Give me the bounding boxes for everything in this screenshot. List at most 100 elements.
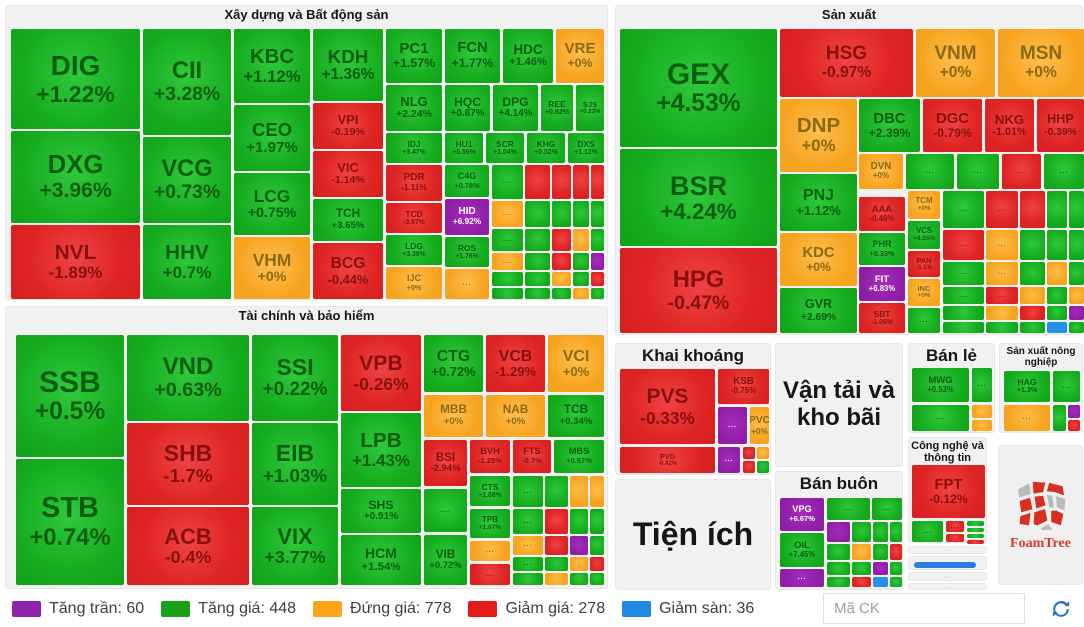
tile-NAB[interactable]: NAB +0% [486,395,545,437]
tile-small[interactable] [569,573,588,585]
tile-PNJ[interactable]: PNJ +1.12% [780,174,857,231]
tile-TCM[interactable]: TCM +0% [908,191,940,219]
tile-small[interactable] [573,200,590,228]
tile-small[interactable] [873,543,889,560]
tile-small[interactable] [591,200,604,228]
sector-retail[interactable]: Bán lẻ MWG +0.53%...... [908,343,995,433]
tile-DXS[interactable]: DXS +1.12% [568,133,604,163]
tile-small[interactable] [551,253,572,271]
tile-small[interactable] [873,522,889,542]
tile-small[interactable] [1047,191,1067,229]
sector-wholesale[interactable]: Bán buôn VPG +6.67% OIL +7.45%......... [775,471,903,590]
tile-BSI[interactable]: BSI -2.94% [424,440,467,486]
tile-small[interactable] [544,535,568,555]
tile-small[interactable] [591,287,604,299]
sector-foamtree-logo[interactable]: FoamTree [998,445,1083,585]
tile-small[interactable] [743,447,755,459]
tile-NVL[interactable]: NVL -1.89% [11,225,140,299]
tile-small[interactable]: ... [912,521,943,542]
tile-small[interactable] [1020,230,1046,260]
tile-VIC[interactable]: VIC -1.14% [313,151,383,197]
tile-SSI[interactable]: SSI +0.22% [252,335,338,421]
tile-small[interactable] [890,522,902,542]
tile-small[interactable]: ... [906,154,954,189]
tile-LDG[interactable]: LDG +3.39% [386,235,442,265]
tile-VPI[interactable]: VPI -0.19% [313,103,383,149]
tile-GVR[interactable]: GVR +2.69% [780,288,857,333]
sector-finance-insurance[interactable]: Tài chính và bảo hiểm SSB +0.5% STB +0.74% VN… [5,306,608,589]
tile-OIL[interactable]: OIL +7.45% [780,533,824,567]
tile-small[interactable] [544,476,568,508]
tile-small[interactable]: ... [718,407,747,444]
tile-KHG[interactable]: KHG +0.52% [527,133,565,163]
tile-CII[interactable]: CII +3.28% [143,29,231,135]
tile-small[interactable] [551,165,572,199]
tile-VCB[interactable]: VCB -1.29% [486,335,545,392]
tile-MWG[interactable]: MWG +0.53% [912,368,969,402]
sector-strip-4[interactable]: ... [908,583,987,590]
tile-small[interactable] [986,306,1019,321]
tile-small[interactable]: ... [827,498,870,520]
sector-mining[interactable]: Khai khoáng PVS -0.33% KSB -0.75%... PVC +0% PV… [615,343,771,475]
tile-small[interactable] [1068,420,1080,431]
tile-BSR[interactable]: BSR +4.24% [620,149,777,246]
tile-small[interactable]: ... [513,509,543,534]
tile-small[interactable] [492,287,523,299]
tile-VCG[interactable]: VCG +0.73% [143,137,231,223]
tile-DIG[interactable]: DIG +1.22% [11,29,140,129]
tile-GEX[interactable]: GEX +4.53% [620,29,777,147]
tile-small[interactable] [1068,306,1084,321]
tile-small[interactable] [573,229,590,251]
tile-small[interactable] [591,253,604,271]
tile-small[interactable] [1068,191,1084,229]
tile-small[interactable] [591,165,604,199]
tile-EIB[interactable]: EIB +1.03% [252,423,338,505]
tile-STB[interactable]: STB +0.74% [16,459,124,585]
tile-small[interactable] [972,420,992,431]
tile-small[interactable] [873,576,889,587]
tile-ACB[interactable]: ACB -0.4% [127,507,249,585]
tile-small[interactable] [827,543,851,560]
tile-small[interactable]: ... [872,498,902,520]
tile-small[interactable] [890,543,902,560]
tile-DNP[interactable]: DNP +0% [780,99,857,172]
tile-SHS[interactable]: SHS +0.91% [341,489,421,533]
tile-small[interactable] [524,253,550,271]
tile-NKG[interactable]: NKG -1.01% [985,99,1034,152]
tile-small[interactable]: ... [492,165,523,199]
tile-VND[interactable]: VND +0.63% [127,335,249,421]
tile-small[interactable]: ... [986,191,1019,229]
tile-small[interactable]: ... [943,286,985,305]
tile-small[interactable] [591,272,604,286]
tile-small[interactable] [852,522,872,542]
sector-transport-warehousing[interactable]: Vận tải và kho bãi [775,343,903,467]
tile-SBT[interactable]: SBT -1.06% [859,303,905,333]
tile-small[interactable] [544,556,568,572]
sector-manufacturing[interactable]: Sản xuất GEX +4.53% BSR +4.24% HPG -0.47% HSG -0… [615,5,1084,335]
tile-small[interactable] [589,476,604,508]
tile-small[interactable] [589,535,604,555]
tile-CTS[interactable]: CTS +1.08% [470,476,510,506]
tile-SHB[interactable]: SHB -1.7% [127,423,249,505]
tile-small[interactable] [573,253,590,271]
tile-small[interactable]: ... [986,261,1019,285]
tile-KDH[interactable]: KDH +1.36% [313,29,383,101]
tile-small[interactable] [1047,286,1067,305]
sector-strip-3[interactable]: ... [908,572,987,581]
tile-small[interactable]: ... [986,230,1019,260]
tile-small[interactable] [573,165,590,199]
tile-small[interactable]: ... [492,253,523,271]
tile-TCB[interactable]: TCB +0.34% [548,395,604,437]
tile-HU1[interactable]: HU1 +0.56% [445,133,483,163]
tile-small[interactable]: ... [513,476,543,508]
sector-technology-information[interactable]: Công nghệ và thông tin FPT -0.12%...... [908,437,987,544]
tile-small[interactable] [743,461,755,473]
tile-small[interactable] [827,576,851,587]
tile-small[interactable] [852,561,872,575]
tile-small[interactable] [589,509,604,534]
tile-small[interactable] [986,322,1019,333]
tile-BVH[interactable]: BVH -1.25% [470,440,510,473]
tile-small[interactable] [946,534,964,542]
tile-KDC[interactable]: KDC +0% [780,233,857,286]
tile-HHP[interactable]: HHP -0.39% [1037,99,1084,152]
